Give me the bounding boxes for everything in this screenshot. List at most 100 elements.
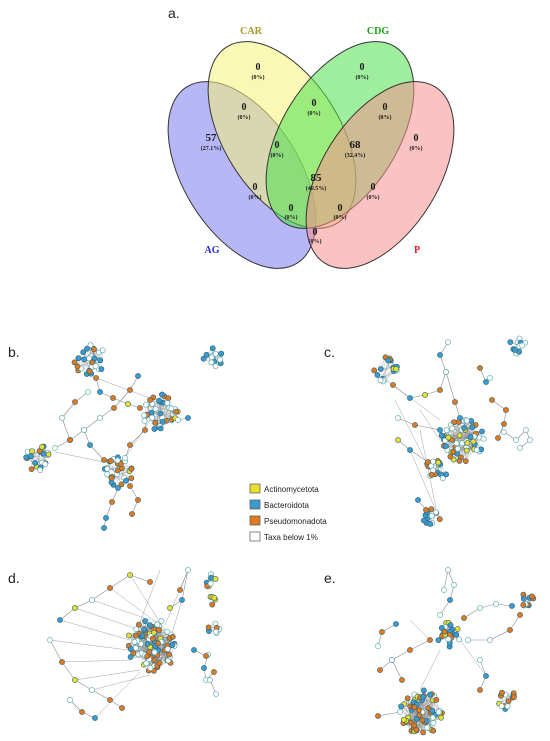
network-node [211,669,217,675]
network-node [92,715,98,721]
network-node [167,605,173,611]
network-node [452,399,458,405]
region-percent: (0%) [367,194,380,201]
network-node [67,437,73,443]
network-node [177,587,183,593]
network-node [152,419,159,426]
network-edge [109,587,161,626]
network-node [438,714,444,721]
network-node [146,622,153,629]
region-count: 85 [311,172,323,184]
network-node [135,497,141,503]
network-node [507,339,514,345]
network-edge [509,614,521,631]
network-node [463,447,470,454]
network-node [97,357,104,364]
network-node [87,342,94,349]
region-count: 57 [206,132,218,144]
network-edge [61,401,76,419]
network-node [397,709,403,715]
network-node [81,356,87,363]
network-node [461,615,467,621]
network-node [131,639,138,645]
network-node [114,467,121,474]
region-percent: (0%) [410,145,423,152]
network-node [147,397,153,403]
venn-region-car-p: 0 (0%) [367,182,380,201]
network-node [75,355,82,362]
network-node [437,427,443,433]
network-node [212,363,219,369]
network-node [457,415,463,421]
network-edges [26,345,222,529]
network-node [81,427,87,433]
network-node [420,517,427,524]
network-node [91,355,98,362]
network-node [144,653,151,660]
network-node [175,417,181,423]
network-node [498,703,505,709]
network-edge [49,639,129,651]
region-percent: (0%) [271,152,284,159]
network-node [126,632,132,639]
network-panel-d [47,567,223,721]
network-edge [452,436,471,441]
network-node [37,467,43,473]
network-node [483,673,489,679]
network-panel-b [23,342,225,531]
network-node [103,515,109,521]
network-node [445,339,451,345]
network-node [469,424,476,431]
network-node [213,628,219,635]
network-node [487,637,493,643]
network-node [445,567,451,573]
network-node [513,437,519,443]
network-edge [109,574,131,589]
network-edge [91,599,151,621]
network-node [159,391,165,398]
network-edge [409,619,431,641]
network-node [462,458,469,464]
network-node [443,427,450,434]
network-edge [129,429,146,446]
network-node [104,471,111,478]
network-node [375,643,381,649]
network-edge [445,371,456,403]
network-node [91,346,97,353]
network-node [447,597,453,603]
network-node [442,443,449,450]
network-nodes [23,342,225,531]
panel-label-c: c. [324,344,335,360]
venn-label-cdg: CDG [367,26,389,37]
network-node [423,507,429,513]
network-node [108,475,115,481]
network-node [207,580,214,587]
network-edge [443,569,449,591]
network-node [445,434,452,441]
venn-region-car-cdg: 0 (0%) [308,98,321,117]
network-node [437,612,443,618]
network-node [115,485,121,491]
network-node [435,709,442,715]
region-percent: (0%) [285,214,298,221]
network-edge [164,569,189,626]
region-count: 0 [275,140,280,151]
network-node [151,649,158,656]
network-node [142,427,148,433]
network-node [453,631,460,638]
network-node [141,418,148,424]
network-node [487,375,493,381]
network-node [477,605,483,611]
network-edge [439,371,447,391]
network-node [203,653,209,659]
network-node [454,445,461,452]
network-node [141,412,147,419]
network-node [110,395,116,401]
network-node [119,705,125,711]
network-node [435,637,442,643]
network-nodes [47,567,223,721]
network-edge [54,451,105,463]
network-edge [489,629,511,641]
phylum-legend: Actinomycetota Bacteroidota Pseudomonado… [249,483,327,542]
network-node [519,342,526,349]
